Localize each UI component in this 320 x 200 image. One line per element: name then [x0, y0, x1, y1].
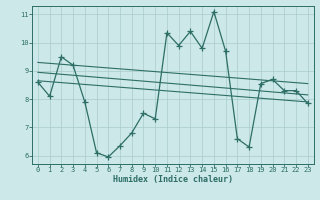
X-axis label: Humidex (Indice chaleur): Humidex (Indice chaleur) [113, 175, 233, 184]
